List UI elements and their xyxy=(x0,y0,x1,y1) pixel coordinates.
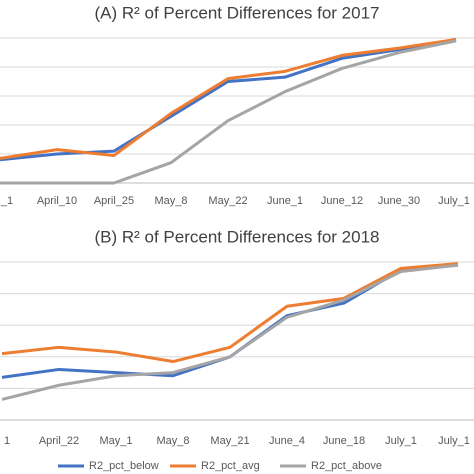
legend-label: R2_pct_above xyxy=(311,460,382,472)
x-tick-label: _1 xyxy=(0,195,13,207)
x-tick-label: May_1 xyxy=(99,435,132,447)
series-line xyxy=(0,37,457,160)
series-line xyxy=(1,263,459,401)
x-tick-label: May_8 xyxy=(156,435,189,447)
x-tick-label: June_1 xyxy=(267,195,303,207)
legend-label: R2_pct_avg xyxy=(201,460,260,472)
x-tick-label: July_1 xyxy=(385,435,417,447)
x-tick-label: June_30 xyxy=(378,195,420,207)
x-tick-label: May_8 xyxy=(154,195,187,207)
x-tick-label: July_1 xyxy=(438,435,470,447)
x-tick-label: 1 xyxy=(4,435,10,447)
x-tick-label: June_12 xyxy=(321,195,363,207)
x-tick-label: June_18 xyxy=(323,435,365,447)
x-tick-label: July_1 xyxy=(438,195,470,207)
chart-title: (A) R² of Percent Differences for 2017 xyxy=(94,3,379,22)
x-tick-label: April_25 xyxy=(94,195,134,207)
x-tick-label: June_4 xyxy=(269,435,305,447)
series-line xyxy=(1,263,459,379)
x-tick-label: April_10 xyxy=(37,195,77,207)
x-tick-label: May_21 xyxy=(210,435,249,447)
series-line xyxy=(1,262,459,364)
chart-title: (B) R² of Percent Differences for 2018 xyxy=(94,227,379,246)
x-tick-label: April_22 xyxy=(39,435,79,447)
legend-label: R2_pct_below xyxy=(89,460,159,472)
series-line xyxy=(0,37,457,162)
x-tick-label: May_22 xyxy=(208,195,247,207)
series-line xyxy=(0,39,457,185)
